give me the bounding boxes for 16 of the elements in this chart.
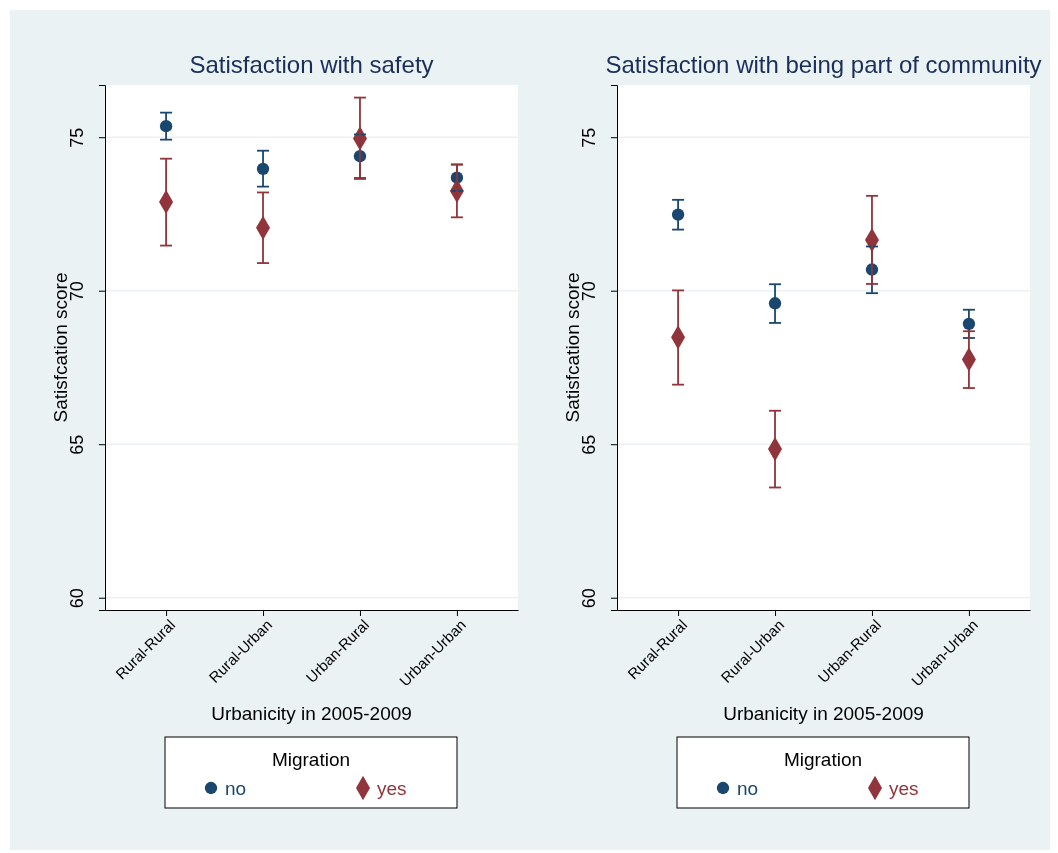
legend-title: Migration — [271, 749, 351, 770]
chart-title: Satisfaction with safety — [189, 51, 434, 78]
legend-title: Migration — [783, 749, 863, 770]
x-axis-title: Urbanicity in 2005-2009 — [723, 703, 924, 724]
y-tick-label: 65 — [579, 434, 600, 455]
legend-label: yes — [377, 778, 407, 799]
y-tick-label: 65 — [67, 434, 88, 455]
chart-title: Satisfaction with being part of community — [605, 51, 1042, 78]
y-tick-label: 60 — [579, 588, 600, 609]
x-axis-title: Urbanicity in 2005-2009 — [211, 703, 412, 724]
y-tick-label: 75 — [579, 127, 600, 148]
legend-label: no — [225, 778, 247, 799]
legend-label: no — [737, 778, 759, 799]
legend-label: yes — [889, 778, 919, 799]
y-tick-label: 60 — [67, 588, 88, 609]
y-tick-label: 75 — [67, 127, 88, 148]
